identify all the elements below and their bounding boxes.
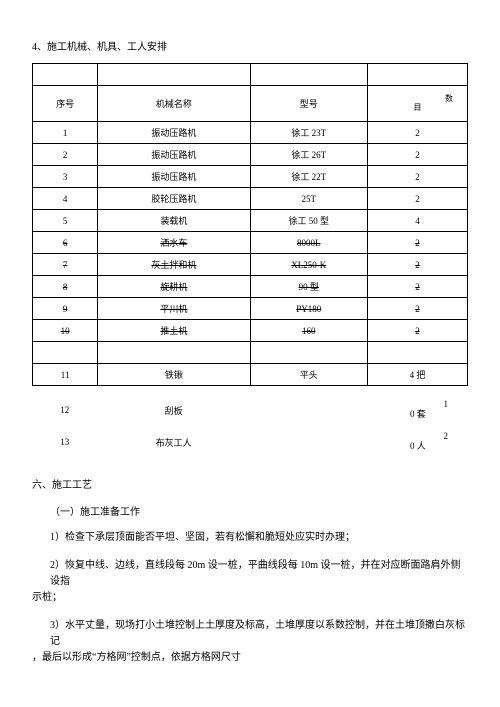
cell-name: 刮板: [97, 404, 250, 417]
cell-name: 胶轮压路机: [98, 188, 250, 210]
paragraph-2: 2）恢复中线、边线，直线段每 20m 设一桩，平曲线段每 10m 设一桩，并在对…: [32, 558, 468, 606]
cell-qty: 2 0 人: [368, 432, 468, 452]
cell-name: 振动压路机: [98, 144, 250, 166]
table-row: 8 旋耕机 90 型 2: [33, 276, 468, 298]
cell-name: 推土机: [98, 320, 250, 342]
table-row: 9 平川机 PY180 2: [33, 298, 468, 320]
cell-qty: 1 0 套: [368, 400, 468, 420]
machinery-table: 序号 机械名称 型号 数 目 1 振动压路机 徐工 23T 2 2 振动压路机 …: [32, 63, 468, 386]
cell-qty: 2: [367, 166, 467, 188]
table-row: 3 振动压路机 徐工 22T 2: [33, 166, 468, 188]
paragraph-3: 3）水平丈量，现场打小土堆控制上土厚度及标高，土堆厚度以系数控制，并在土堆顶撒白…: [32, 618, 468, 666]
cell-n: 10: [33, 320, 98, 342]
cell-qty: 2: [367, 144, 467, 166]
cell: [33, 342, 98, 364]
cell-qty: 4: [367, 210, 467, 232]
qty-bot: 0 人: [368, 442, 468, 452]
cell-name: 平川机: [98, 298, 250, 320]
cell-model: 160: [250, 320, 367, 342]
cell-name: 振动压路机: [98, 122, 250, 144]
cell-n: 6: [33, 232, 98, 254]
cell-name: 旋耕机: [98, 276, 250, 298]
cell-model: 平头: [250, 364, 367, 386]
cell-n: 11: [33, 364, 98, 386]
paragraph-1: 1）检查下承层顶面能否平坦、坚固，若有松懈和脆短处应实时办理；: [32, 530, 468, 546]
paragraph-2-line2: 示桩；: [32, 590, 468, 606]
cell-name: 振动压路机: [98, 166, 250, 188]
cell-n: 7: [33, 254, 98, 276]
extra-row: 13 布灰工人 2 0 人: [32, 426, 468, 458]
cell-name: 铁锹: [98, 364, 250, 386]
cell: [33, 64, 98, 86]
cell-name: 洒水车: [98, 232, 250, 254]
cell-model: 徐工 26T: [250, 144, 367, 166]
table-row: 1 振动压路机 徐工 23T 2: [33, 122, 468, 144]
cell-model: PY180: [250, 298, 367, 320]
header-name: 机械名称: [98, 86, 250, 122]
header-qty: 数 目: [367, 86, 467, 122]
cell-model: 徐工 22T: [250, 166, 367, 188]
cell-n: 4: [33, 188, 98, 210]
cell-qty: 2: [367, 122, 467, 144]
extra-rows: 12 刮板 1 0 套 13 布灰工人 2 0 人: [32, 394, 468, 458]
cell-n: 5: [33, 210, 98, 232]
cell-name: 装载机: [98, 210, 250, 232]
cell-model: 徐工 23T: [250, 122, 367, 144]
paragraph-3-line1: 3）水平丈量，现场打小土堆控制上土厚度及标高，土堆厚度以系数控制，并在土堆顶撒白…: [32, 618, 468, 650]
table-row: 5 装载机 徐工 50 型 4: [33, 210, 468, 232]
cell: [250, 64, 367, 86]
cell-qty: 4 把: [367, 364, 467, 386]
cell: [250, 342, 367, 364]
cell-qty: 2: [367, 254, 467, 276]
cell-n: 8: [33, 276, 98, 298]
cell: [367, 64, 467, 86]
cell: [367, 342, 467, 364]
cell-qty: 2: [367, 232, 467, 254]
cell-n: 9: [33, 298, 98, 320]
header-row: 序号 机械名称 型号 数 目: [33, 86, 468, 122]
cell-model: XL250-K: [250, 254, 367, 276]
cell-model: 8000L: [250, 232, 367, 254]
spacer-row: [33, 342, 468, 364]
header-seq: 序号: [33, 86, 98, 122]
cell-qty: 2: [367, 298, 467, 320]
cell-model: 90 型: [250, 276, 367, 298]
cell: [98, 342, 250, 364]
header-qty-l2: 目: [370, 104, 465, 113]
cell-n: 12: [32, 405, 97, 415]
paragraph-3-line2: ，最后以形成“方格网”控制点，依据方格网尺寸: [32, 650, 468, 666]
table-row: 6 洒水车 8000L 2: [33, 232, 468, 254]
table-row: 10 推土机 160 2: [33, 320, 468, 342]
qty-bot: 0 套: [368, 410, 468, 420]
table-row: 7 灰土拌和机 XL250-K 2: [33, 254, 468, 276]
section-4-heading: 4、施工机械、机具、工人安排: [32, 38, 468, 53]
cell-model: 徐工 50 型: [250, 210, 367, 232]
cell-name: 灰土拌和机: [98, 254, 250, 276]
table-row: 4 胶轮压路机 25T 2: [33, 188, 468, 210]
cell: [98, 64, 250, 86]
cell-n: 3: [33, 166, 98, 188]
section-6-heading: 六、施工工艺: [32, 476, 468, 491]
cell-qty: 2: [367, 188, 467, 210]
cell-model: 25T: [250, 188, 367, 210]
header-model: 型号: [250, 86, 367, 122]
cell-n: 13: [32, 437, 97, 447]
cell-qty: 2: [367, 276, 467, 298]
cell-qty: 2: [367, 320, 467, 342]
sub-heading-1: （一）施工准备工作: [32, 503, 468, 518]
table-row: 2 振动压路机 徐工 26T 2: [33, 144, 468, 166]
cell-n: 2: [33, 144, 98, 166]
table-row: 11 铁锹 平头 4 把: [33, 364, 468, 386]
cell-name: 布灰工人: [97, 436, 250, 449]
extra-row: 12 刮板 1 0 套: [32, 394, 468, 426]
paragraph-2-line1: 2）恢复中线、边线，直线段每 20m 设一桩，平曲线段每 10m 设一桩，并在对…: [32, 558, 468, 590]
spacer-row: [33, 64, 468, 86]
cell-n: 1: [33, 122, 98, 144]
